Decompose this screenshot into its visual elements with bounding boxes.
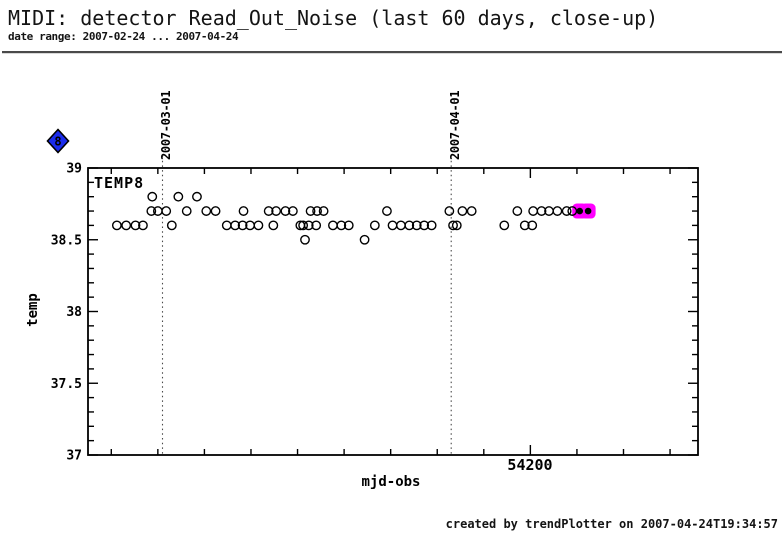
data-point	[382, 206, 392, 216]
data-point	[466, 206, 477, 216]
date-range-label: date range: 2007-02-24 ... 2007-04-24	[8, 30, 239, 43]
data-point	[387, 220, 398, 231]
data-point	[528, 206, 539, 216]
data-point	[536, 206, 547, 216]
series-label: TEMP8	[94, 174, 144, 192]
data-point	[146, 206, 157, 216]
data-point	[457, 206, 468, 216]
series-marker-legend: 8	[46, 128, 70, 154]
page-title: MIDI: detector Read_Out_Noise (last 60 d…	[8, 6, 659, 30]
data-point	[111, 220, 122, 231]
data-point	[161, 206, 172, 216]
y-tick-label-37: 37	[66, 449, 82, 464]
data-point	[343, 220, 354, 231]
data-point	[561, 206, 572, 216]
plot-border	[87, 167, 699, 456]
y-tick-label-38p5: 38.5	[51, 233, 82, 248]
highlighted-point	[576, 207, 584, 215]
data-point	[336, 220, 347, 231]
plot-geometry	[87, 156, 699, 456]
data-point	[166, 220, 177, 231]
data-point	[138, 220, 148, 231]
data-point	[318, 206, 329, 216]
data-point	[221, 220, 232, 231]
y-tick-label-39: 39	[66, 162, 82, 177]
data-point	[121, 220, 132, 231]
data-point	[404, 220, 415, 231]
data-point	[396, 220, 406, 231]
data-point	[201, 206, 212, 216]
data-point	[527, 220, 538, 231]
x-tick-label-54200: 54200	[507, 456, 552, 474]
data-point	[147, 191, 158, 202]
data-point	[210, 206, 221, 216]
data-point	[451, 220, 462, 231]
y-axis-title: temp	[25, 293, 41, 327]
x-axis-title: mjd-obs	[361, 474, 420, 490]
data-point	[238, 206, 249, 216]
data-point	[280, 206, 291, 216]
y-tick-label-38: 38	[66, 305, 82, 320]
data-point	[426, 220, 437, 231]
data-point	[253, 220, 264, 231]
data-point	[237, 220, 248, 231]
data-point	[263, 206, 274, 216]
data-point	[311, 220, 322, 231]
data-point	[411, 220, 422, 231]
data-point	[303, 220, 314, 231]
data-point	[230, 220, 241, 231]
legend-number: 8	[54, 135, 61, 149]
data-point	[369, 220, 380, 231]
data-point	[130, 220, 141, 231]
credit-line: created by trendPlotter on 2007-04-24T19…	[445, 517, 778, 531]
date-line-label-march: 2007-03-01	[159, 91, 173, 160]
data-point	[298, 220, 309, 231]
data-point	[271, 206, 282, 216]
data-point	[359, 234, 370, 245]
data-point	[519, 220, 530, 231]
date-line-label-april: 2007-04-01	[448, 91, 462, 160]
data-point	[512, 206, 523, 216]
data-point	[499, 220, 510, 231]
data-point	[300, 234, 310, 245]
highlighted-point	[584, 207, 592, 215]
data-point	[181, 206, 192, 216]
data-point	[287, 206, 298, 216]
data-point	[419, 220, 430, 231]
data-point	[312, 206, 322, 216]
data-point	[552, 206, 563, 216]
header-divider	[2, 51, 782, 54]
y-tick-label-37p5: 37.5	[51, 377, 82, 392]
data-point	[192, 191, 202, 202]
data-point	[444, 206, 455, 216]
data-point	[268, 220, 279, 231]
data-point	[328, 220, 338, 231]
diamond-icon	[46, 128, 70, 154]
data-point	[173, 191, 184, 202]
data-point	[448, 220, 458, 231]
data-point	[305, 206, 316, 216]
